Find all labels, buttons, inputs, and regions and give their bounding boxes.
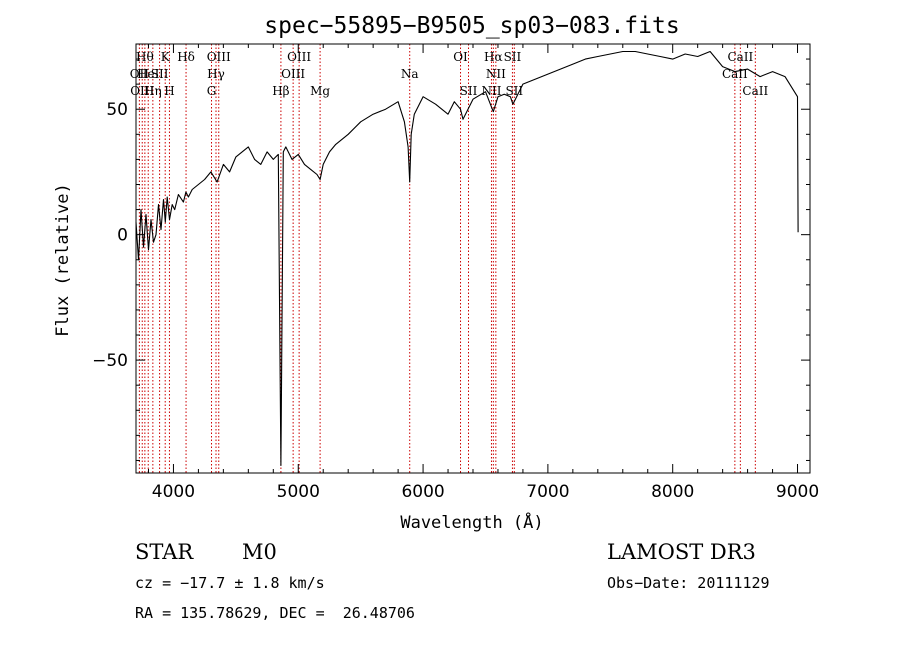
x-tick-label: 6000 [401,482,444,502]
line-label: Mg [310,84,330,98]
x-axis-label: Wavelength (Å) [400,511,543,533]
line-label: OII [130,67,150,81]
line-label: CaII [722,67,748,81]
y-tick-label: −50 [92,351,128,371]
spectral-line-labels: OIIOIIIHθHeIHηSIIKHHδGHγOIIIHβOIIIOIIIMg… [130,50,769,98]
y-axis-ticks: −50 0 50 [92,58,810,461]
plot-frame [135,43,811,474]
line-label: SII [151,67,169,81]
line-label: K [161,50,171,64]
line-label: OIII [281,67,305,81]
line-label: OIII [207,50,231,64]
spectral-line-markers [138,44,756,473]
spectral-subclass: M0 [242,540,277,564]
line-label: Hγ [207,67,225,81]
x-tick-label: 4000 [152,482,195,502]
line-label: NII [486,67,506,81]
line-label: Hβ [272,84,289,98]
line-label: H [164,84,174,98]
line-label: Hα [484,50,503,64]
survey-name: LAMOST DR3 [607,540,756,564]
line-label: SII [504,50,522,64]
line-label: CaII [742,84,768,98]
line-label: HeI [137,67,160,81]
x-tick-label: 9000 [776,482,819,502]
y-tick-label: 50 [106,100,128,120]
line-label: OIII [287,50,311,64]
ra-dec-coordinates: RA = 135.78629, DEC = 26.48706 [135,604,415,622]
y-tick-label: 0 [117,226,128,246]
chart-title: spec−55895−B9505_sp03−083.fits [264,13,679,39]
line-label: G [207,84,217,98]
x-tick-label: 8000 [651,482,694,502]
line-label: Hδ [177,50,195,64]
spectrum-series [135,50,799,467]
line-label: Hθ [136,50,154,64]
line-label: OI [453,50,468,64]
star-class: STAR [135,540,194,564]
x-tick-label: 5000 [277,482,320,502]
line-label: SII [460,84,478,98]
x-tick-label: 7000 [526,482,569,502]
line-label: SII [505,84,523,98]
line-label: Hη [144,84,162,98]
spectrum-line [135,50,799,467]
y-axis-label: Flux (relative) [53,183,73,337]
line-label: Na [401,67,419,81]
observation-date: Obs−Date: 20111129 [607,574,770,592]
x-axis-ticks: 4000 5000 6000 7000 8000 9000 [147,44,819,502]
spectrum-chart: spec−55895−B9505_sp03−083.fits OII OIII Hθ… [53,13,819,533]
redshift-cz: cz = −17.7 ± 1.8 km/s [135,574,325,592]
line-label: CaII [727,50,753,64]
